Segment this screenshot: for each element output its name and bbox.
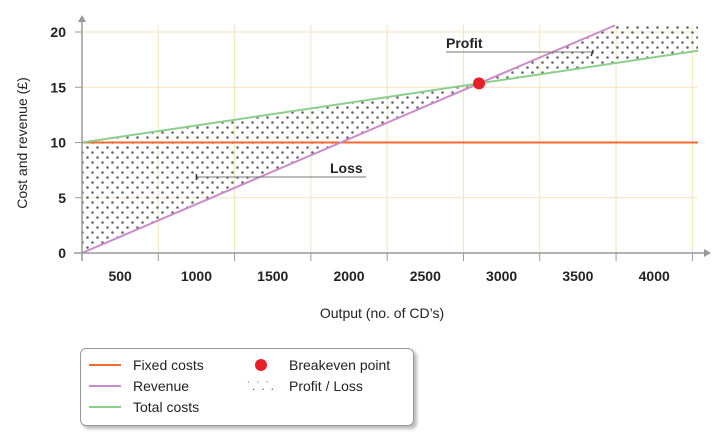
x-tick-label: 2000 <box>333 268 364 284</box>
y-axis-arrow-icon <box>78 15 86 22</box>
y-tick-label: 20 <box>50 24 66 40</box>
legend-label: Revenue <box>133 378 190 394</box>
y-tick-label: 5 <box>58 190 66 206</box>
breakeven-point <box>473 77 486 90</box>
x-tick-label: 500 <box>108 268 132 284</box>
revenue-swatch <box>89 385 121 387</box>
revenue-line <box>81 24 616 254</box>
profit-annotation: Profit <box>446 35 483 51</box>
legend-item-breakeven: Breakeven point <box>245 355 390 375</box>
x-tick-label: 1500 <box>257 268 288 284</box>
x-tick-label: 3000 <box>486 268 517 284</box>
x-tick-label: 2500 <box>410 268 441 284</box>
legend: Fixed costs Revenue Total costs Breakeve… <box>80 348 414 426</box>
legend-label: Breakeven point <box>289 357 391 373</box>
legend-item-fixed-costs: Fixed costs <box>89 355 204 375</box>
profit-region <box>479 25 698 84</box>
y-axis-label: Cost and revenue (£) <box>14 77 30 209</box>
y-tick-label: 10 <box>50 135 66 151</box>
legend-item-total-costs: Total costs <box>89 397 199 417</box>
loss-annotation: Loss <box>330 160 363 176</box>
x-axis-arrow-icon <box>704 249 711 257</box>
total-costs-swatch <box>89 406 121 408</box>
x-tick-label: 4000 <box>639 268 670 284</box>
dot-pattern-icon: ˙.˙.˙. <box>247 379 275 393</box>
legend-label: Profit / Loss <box>289 378 363 394</box>
legend-item-revenue: Revenue <box>89 376 189 396</box>
legend-item-profit-loss: ˙.˙.˙. Profit / Loss <box>245 376 363 396</box>
legend-label: Total costs <box>133 399 200 415</box>
x-tick-label: 3500 <box>562 268 593 284</box>
y-tick-label: 15 <box>50 79 66 95</box>
total-costs-line <box>81 49 699 144</box>
x-axis-label: Output (no. of CD’s) <box>320 305 444 321</box>
fixed-costs-swatch <box>89 364 121 366</box>
y-tick-label: 0 <box>58 245 66 261</box>
legend-label: Fixed costs <box>133 357 204 373</box>
x-tick-label: 1000 <box>181 268 212 284</box>
breakeven-dot-icon <box>255 359 267 371</box>
profit-pointer-tick <box>590 49 594 57</box>
